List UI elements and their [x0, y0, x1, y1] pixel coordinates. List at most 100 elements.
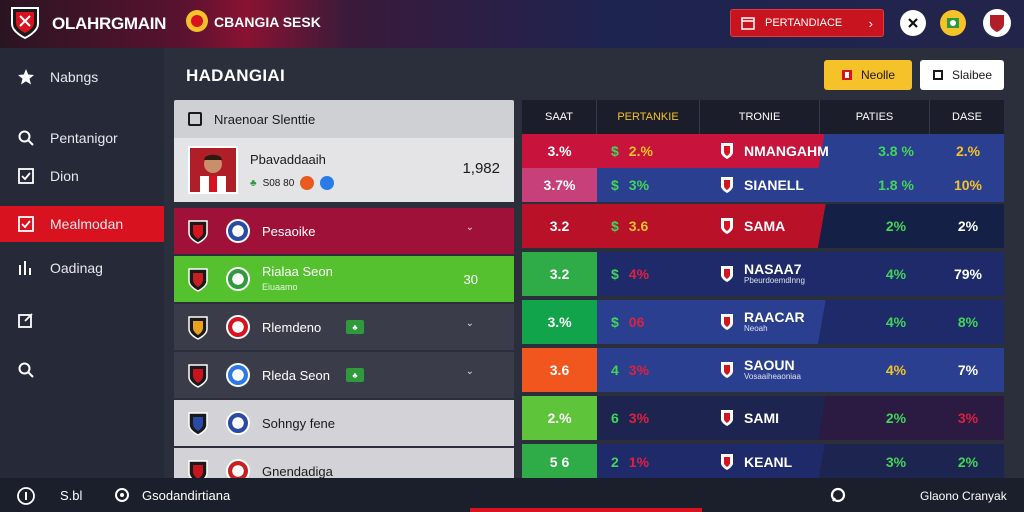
rank-cell: 3.%: [547, 143, 572, 159]
percent-cell: $4%: [597, 252, 700, 296]
team-crest-icon: [721, 410, 733, 426]
team-subtitle: Pbeurdoemdlnng: [744, 276, 805, 286]
percent-cell: 2 1%: [597, 444, 700, 480]
base-cell: 8%: [957, 314, 979, 330]
club-crest-icon: [188, 268, 208, 292]
search-icon: [16, 128, 36, 148]
table-row[interactable]: 3.6 4 3% SAOUN Vosaaiheaoniaa 4% 7%: [522, 348, 1004, 392]
list-item[interactable]: Rleda Seon ♣ ⌄: [174, 352, 514, 398]
table-row[interactable]: 3.7% $3% SIANELL 1.8 % 10%: [522, 168, 1004, 202]
checkbox-icon: [16, 214, 36, 234]
team-name: SAMI: [744, 409, 779, 426]
chevron-down-icon[interactable]: ⌄: [465, 318, 474, 329]
club-crest-icon: [188, 364, 208, 388]
info-icon[interactable]: [16, 486, 36, 506]
team-logo-icon: [226, 411, 250, 435]
list-item[interactable]: Sohngy fene: [174, 400, 514, 446]
column-header[interactable]: SAAT: [522, 100, 597, 134]
edit-icon: [16, 310, 36, 330]
bottom-left-label: S.bl: [60, 488, 83, 503]
team-name: NASAA7: [744, 261, 802, 278]
active-indicator: [470, 508, 702, 512]
column-header[interactable]: PERTANKIE: [597, 100, 700, 134]
sidebar-item-search[interactable]: [0, 352, 164, 388]
column-header[interactable]: PATIES: [820, 100, 930, 134]
select-all-checkbox[interactable]: [188, 112, 202, 126]
table-row[interactable]: 3.% $06 RAACAR Neoah 4% 8%: [522, 300, 1004, 344]
sidebar-item-pentanigor[interactable]: Pentanigor: [0, 120, 164, 156]
table-row[interactable]: 5 6 2 1% KEANL 3% 2%: [522, 444, 1004, 480]
currency-symbol: $: [611, 143, 619, 159]
team-subtitle: Neoah: [744, 324, 768, 334]
list-item-name: Rleda Seon: [262, 368, 330, 383]
percent-cell: $3%: [597, 168, 700, 202]
percent-cell: 4 3%: [597, 348, 700, 392]
sidebar-item-oadinag[interactable]: Oadinag: [0, 250, 164, 286]
currency-symbol: 2: [611, 454, 619, 470]
list-item[interactable]: Rlemdeno ♣ ⌄: [174, 304, 514, 350]
club-crest-icon: [188, 316, 208, 340]
percent-value: 3.6: [628, 218, 649, 234]
list-item-name: Gnendadiga: [262, 464, 333, 479]
team-badge-icon[interactable]: [940, 10, 966, 36]
team-cell: SAOUN Vosaaiheaoniaa: [700, 348, 860, 392]
team-cell: NMANGAHM: [700, 134, 860, 168]
chevron-down-icon[interactable]: ⌄: [465, 222, 474, 233]
column-header[interactable]: TRONIE: [700, 100, 820, 134]
cta-label: PERTANDIACE: [765, 17, 843, 29]
star-icon: [16, 67, 36, 87]
sidebar-item-mealmodan[interactable]: Mealmodan: [0, 206, 164, 242]
sidebar-item-label: Oadinag: [50, 260, 103, 276]
table-row[interactable]: 3.2 $4% NASAA7 Pbeurdoemdlnng 4% 79%: [522, 252, 1004, 296]
team-logo-icon: [226, 219, 250, 243]
status-dot-icon: [320, 176, 335, 190]
team-crest-icon: [721, 177, 733, 193]
primary-cta-button[interactable]: PERTANDIACE ›: [730, 9, 884, 37]
percent-cell: $3.6: [597, 204, 700, 248]
team-crest-icon: [721, 218, 733, 234]
table-row[interactable]: 3.2 $3.6 SAMA 2% 2%: [522, 204, 1004, 248]
table-row[interactable]: 2.% 6 3% SAMI 2% 3%: [522, 396, 1004, 440]
list-item-sub: Eiuaamo: [262, 282, 298, 292]
player-avatar: [188, 146, 238, 194]
bottom-right-label: Glaono Cranyak: [920, 489, 1007, 503]
rating-cell: 1.8 %: [878, 177, 914, 193]
settings-icon: [932, 70, 943, 80]
sidebar-item-edit[interactable]: [0, 302, 164, 338]
column-header[interactable]: DASE: [952, 111, 982, 123]
percent-value: 2.%: [628, 143, 653, 159]
list-item[interactable]: Pesaoike ⌄: [174, 208, 514, 254]
close-icon[interactable]: [900, 10, 926, 36]
sidebar-item-nabngs[interactable]: Nabngs: [0, 59, 164, 95]
profile-avatar-icon[interactable]: [983, 9, 1011, 37]
team-cell: SAMI: [700, 396, 860, 440]
chevron-down-icon[interactable]: ⌄: [465, 366, 474, 377]
percent-value: 06: [628, 314, 645, 330]
currency-symbol: 4: [611, 362, 619, 378]
filter-button[interactable]: Neolle: [824, 60, 912, 90]
team-crest-icon: [721, 143, 733, 159]
settings-button[interactable]: Slaibee: [920, 60, 1004, 90]
table-header: SAAT PERTANKIE TRONIE PATIES DASE: [522, 100, 1004, 134]
currency-symbol: 6: [611, 410, 619, 426]
club-crest-icon[interactable]: [10, 6, 40, 40]
bottom-center-label: Gsodandirtiana: [142, 488, 231, 503]
player-profile-card[interactable]: Pbavaddaaih ♣ S08 80 1,982: [174, 138, 514, 202]
base-cell: 10%: [953, 177, 983, 193]
team-cell: SIANELL: [700, 168, 860, 202]
team-cell: KEANL: [700, 444, 860, 480]
sidebar-item-dion[interactable]: Dion: [0, 158, 164, 194]
chevron-right-icon: ›: [868, 15, 873, 31]
list-item[interactable]: Rialaa Seon Eiuaamo 30: [174, 256, 514, 302]
currency-symbol: $: [611, 314, 619, 330]
percent-cell: $2.%: [597, 134, 700, 168]
table-row[interactable]: 3.% $2.% NMANGAHM 3.8 % 2.%: [522, 134, 1004, 168]
rank-cell: 3.6: [522, 348, 597, 392]
flag-badge-icon: ♣: [346, 320, 364, 334]
player-value: 1,982: [462, 160, 500, 177]
chat-icon[interactable]: [830, 487, 846, 503]
refresh-icon[interactable]: [114, 487, 130, 503]
team-subtitle: Vosaaiheaoniaa: [744, 372, 801, 382]
rank-cell: 3.%: [522, 300, 597, 344]
sidebar-item-label: Nabngs: [50, 69, 99, 85]
